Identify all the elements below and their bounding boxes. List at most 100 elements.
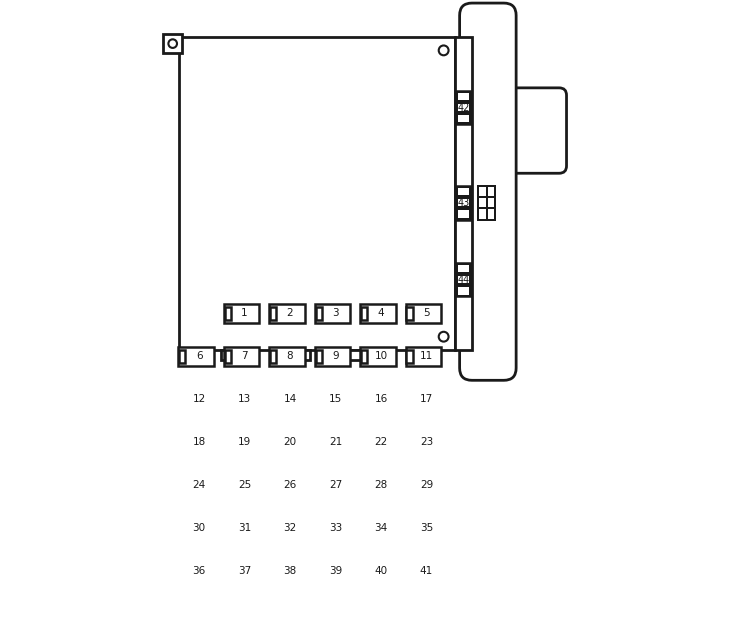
Text: 28: 28 <box>374 480 388 490</box>
Text: 42: 42 <box>458 102 470 112</box>
Bar <box>269 390 305 409</box>
Bar <box>406 304 441 323</box>
Bar <box>270 522 276 535</box>
Bar <box>225 522 231 535</box>
Text: 44: 44 <box>458 275 470 285</box>
Bar <box>361 349 367 363</box>
Bar <box>361 479 367 492</box>
Bar <box>179 436 185 449</box>
Bar <box>457 103 469 112</box>
Text: 16: 16 <box>374 394 388 404</box>
Bar <box>457 263 469 273</box>
Bar <box>407 349 412 363</box>
Bar <box>315 347 350 366</box>
Bar <box>315 304 350 323</box>
Text: 8: 8 <box>287 351 293 361</box>
Text: 34: 34 <box>374 524 388 534</box>
Bar <box>457 275 469 285</box>
Bar <box>407 392 412 406</box>
Bar <box>270 436 276 449</box>
Bar <box>223 347 259 366</box>
Bar <box>457 286 469 296</box>
Bar <box>269 304 305 323</box>
Bar <box>360 390 396 409</box>
Bar <box>315 565 322 578</box>
FancyBboxPatch shape <box>496 88 566 173</box>
Bar <box>456 186 471 220</box>
Bar <box>406 433 441 452</box>
Bar <box>178 390 214 409</box>
Bar <box>164 34 182 53</box>
Bar <box>487 186 495 197</box>
Bar <box>315 433 350 452</box>
Text: 3: 3 <box>332 308 339 318</box>
Bar <box>487 197 495 208</box>
Bar <box>315 349 322 363</box>
Bar <box>315 307 322 320</box>
Bar <box>223 562 259 580</box>
Text: 35: 35 <box>420 524 433 534</box>
Bar <box>407 436 412 449</box>
Bar <box>179 565 185 578</box>
Bar <box>361 436 367 449</box>
Text: 38: 38 <box>283 567 296 577</box>
Text: 24: 24 <box>193 480 206 490</box>
Bar <box>361 392 367 406</box>
Bar <box>223 476 259 495</box>
Text: 31: 31 <box>238 524 251 534</box>
Bar <box>179 522 185 535</box>
Bar <box>178 519 214 538</box>
Text: 1: 1 <box>242 308 248 318</box>
Bar <box>360 304 396 323</box>
Bar <box>406 347 441 366</box>
Bar <box>269 347 305 366</box>
Bar <box>457 209 469 219</box>
Text: 14: 14 <box>283 394 296 404</box>
Bar <box>270 392 276 406</box>
Bar <box>361 565 367 578</box>
Bar <box>478 197 487 208</box>
Bar <box>178 562 214 580</box>
Bar <box>178 476 214 495</box>
Bar <box>457 92 469 101</box>
Circle shape <box>439 46 448 56</box>
Text: 39: 39 <box>329 567 342 577</box>
Bar <box>457 198 469 207</box>
Bar <box>407 522 412 535</box>
Bar <box>455 37 472 350</box>
Circle shape <box>169 39 177 48</box>
Circle shape <box>439 332 448 341</box>
Text: 25: 25 <box>238 480 251 490</box>
Text: 13: 13 <box>238 394 251 404</box>
Bar <box>223 390 259 409</box>
Bar <box>457 114 469 124</box>
Bar <box>406 562 441 580</box>
Bar <box>315 522 322 535</box>
Bar <box>270 307 276 320</box>
Bar <box>457 187 469 196</box>
Text: 29: 29 <box>420 480 433 490</box>
Bar <box>269 476 305 495</box>
Bar <box>478 208 487 220</box>
Bar <box>179 392 185 406</box>
Bar <box>406 390 441 409</box>
Bar <box>406 476 441 495</box>
Bar <box>223 304 259 323</box>
Bar <box>225 565 231 578</box>
Text: 26: 26 <box>283 480 296 490</box>
Bar <box>478 186 487 197</box>
Bar <box>315 392 322 406</box>
Bar <box>315 390 350 409</box>
Bar <box>315 519 350 538</box>
Bar <box>179 349 185 363</box>
Bar <box>225 436 231 449</box>
Bar <box>360 476 396 495</box>
Bar <box>344 350 377 360</box>
Bar <box>407 479 412 492</box>
Text: 18: 18 <box>193 437 206 447</box>
Text: 4: 4 <box>377 308 384 318</box>
FancyBboxPatch shape <box>460 3 516 380</box>
Text: 5: 5 <box>423 308 430 318</box>
Text: 6: 6 <box>196 351 202 361</box>
Bar <box>315 479 322 492</box>
